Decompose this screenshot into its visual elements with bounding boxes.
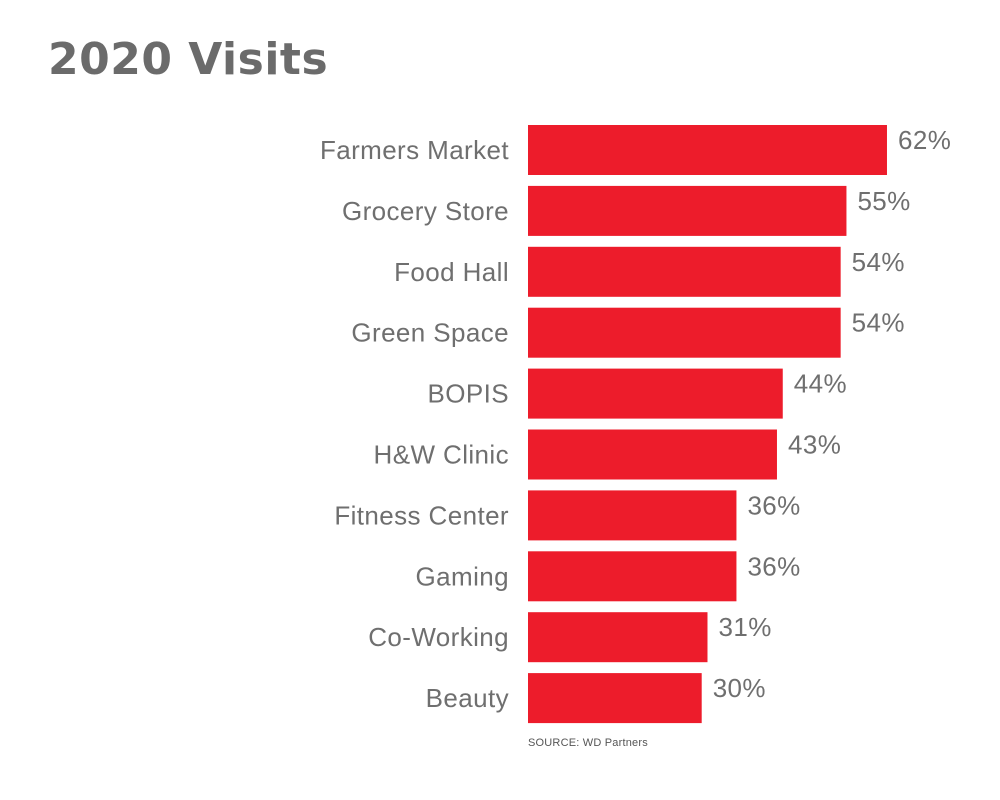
value-label: 54% (852, 247, 905, 277)
value-label: 62% (898, 125, 951, 155)
category-label: Food Hall (394, 257, 509, 287)
category-label: Farmers Market (320, 135, 509, 165)
value-label: 36% (747, 490, 800, 520)
chart-title: 2020 Visits (48, 34, 329, 85)
category-label: BOPIS (428, 379, 509, 409)
category-label: Gaming (416, 561, 509, 591)
category-label: Grocery Store (342, 196, 509, 226)
bar-0 (528, 125, 887, 175)
value-label: 44% (794, 369, 847, 399)
value-label: 30% (713, 673, 766, 703)
value-label: 43% (788, 430, 841, 460)
value-label: 36% (747, 551, 800, 581)
bar-6 (528, 490, 737, 541)
bar-9 (528, 673, 702, 724)
bar-4 (528, 368, 783, 419)
source-note: SOURCE: WD Partners (528, 737, 648, 749)
bar-8 (528, 612, 708, 663)
category-label: Fitness Center (334, 500, 509, 530)
value-label: 54% (852, 308, 905, 338)
category-label: Co-Working (368, 622, 509, 652)
category-label: Beauty (426, 683, 509, 713)
value-label: 55% (857, 186, 910, 216)
bar-2 (528, 246, 841, 297)
value-label: 31% (718, 612, 771, 642)
bar-5 (528, 429, 777, 480)
category-label: Green Space (351, 318, 509, 348)
bar-3 (528, 307, 841, 358)
category-label: H&W Clinic (374, 440, 509, 470)
bar-7 (528, 551, 737, 602)
bar-1 (528, 185, 847, 236)
